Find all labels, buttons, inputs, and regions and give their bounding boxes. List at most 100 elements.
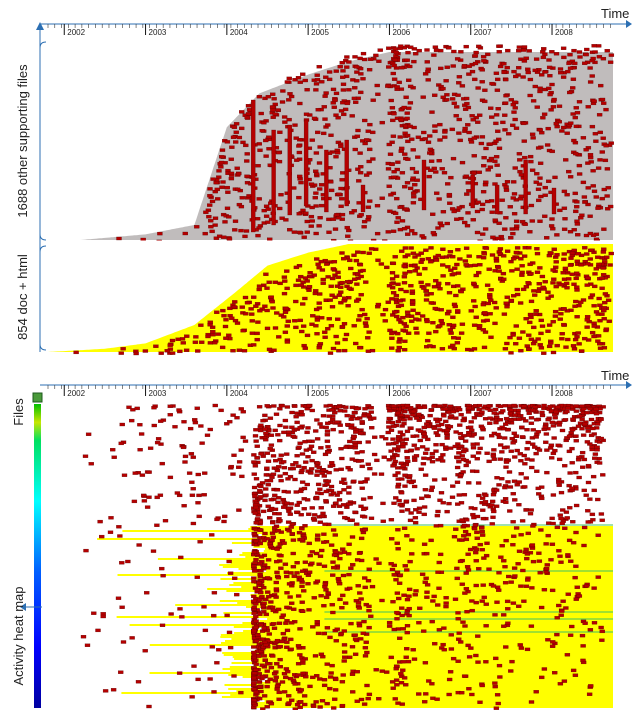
activity-cell	[410, 191, 417, 195]
activity-cell	[433, 449, 439, 453]
activity-cell	[254, 331, 260, 336]
activity-cell	[141, 499, 148, 503]
activity-cell	[456, 75, 463, 79]
activity-cell	[561, 307, 567, 311]
activity-cell	[284, 628, 291, 633]
activity-cell	[581, 195, 588, 199]
activity-cell	[483, 660, 489, 664]
activity-cell	[580, 136, 587, 140]
activity-cell	[542, 425, 548, 429]
activity-cell	[443, 601, 449, 605]
file-lifetime-row	[257, 424, 613, 426]
activity-cell	[230, 472, 236, 476]
activity-cell	[354, 79, 360, 83]
activity-cell	[199, 340, 205, 344]
activity-cell	[389, 286, 396, 290]
activity-cell	[547, 74, 553, 78]
activity-cell	[492, 407, 499, 412]
activity-cell	[395, 216, 401, 220]
activity-cell	[302, 560, 309, 564]
activity-cell	[586, 692, 593, 696]
activity-cell	[251, 611, 257, 615]
activity-cell	[296, 195, 302, 200]
activity-cell	[578, 263, 584, 267]
file-lifetime-row	[246, 482, 613, 484]
activity-cell	[256, 284, 263, 288]
activity-cell	[228, 157, 234, 161]
activity-cell	[403, 655, 409, 659]
activity-cell	[393, 293, 400, 298]
activity-cell	[253, 658, 259, 662]
activity-cell	[244, 159, 250, 163]
activity-cell	[516, 66, 522, 70]
activity-cell	[361, 57, 368, 62]
activity-cell	[591, 621, 598, 625]
activity-cell	[337, 423, 343, 427]
activity-cell	[418, 280, 424, 285]
activity-cell	[498, 234, 504, 239]
activity-cell	[265, 662, 271, 666]
activity-cell	[295, 644, 302, 648]
activity-cell	[473, 550, 479, 555]
activity-cell	[550, 227, 556, 231]
activity-cell	[363, 324, 369, 328]
activity-cell	[390, 291, 397, 295]
activity-cell	[339, 280, 345, 285]
activity-cell	[400, 315, 406, 320]
activity-cell	[525, 531, 531, 536]
activity-cell	[455, 456, 461, 460]
activity-cell	[295, 76, 302, 80]
activity-cell	[394, 314, 400, 319]
activity-cell	[494, 600, 500, 604]
activity-cell	[302, 702, 308, 707]
activity-cell	[547, 92, 553, 97]
axis-tick-label: 2006	[392, 28, 410, 37]
activity-cell	[461, 674, 468, 678]
activity-cell	[282, 310, 289, 314]
activity-cell	[147, 446, 154, 450]
activity-cell	[364, 477, 370, 481]
activity-cell	[283, 306, 289, 311]
activity-cell	[520, 75, 526, 79]
activity-cell	[385, 430, 391, 435]
activity-cell	[354, 522, 360, 526]
activity-cell	[430, 599, 436, 603]
activity-cell	[547, 404, 553, 409]
activity-cell	[407, 124, 413, 129]
activity-cell	[321, 105, 327, 109]
activity-cell	[242, 439, 249, 443]
activity-cell	[254, 217, 261, 221]
activity-cell	[298, 180, 304, 185]
activity-cell	[361, 414, 367, 418]
activity-cell	[282, 471, 289, 476]
activity-cell	[169, 338, 176, 343]
activity-cell	[534, 469, 540, 473]
activity-cell	[412, 516, 419, 520]
file-lifetime-row	[259, 440, 613, 442]
activity-cell	[446, 677, 453, 682]
activity-cell	[210, 177, 216, 181]
activity-cell	[546, 65, 553, 70]
activity-cell	[588, 295, 594, 300]
activity-cell	[595, 166, 602, 170]
activity-cell	[513, 526, 520, 530]
activity-cell	[447, 250, 454, 254]
activity-cell	[427, 134, 433, 138]
activity-cell	[514, 448, 520, 453]
legend-toggle-button[interactable]	[32, 392, 43, 403]
activity-cell	[495, 236, 501, 241]
activity-cell	[471, 136, 478, 140]
activity-cell	[266, 595, 272, 599]
activity-cell	[550, 424, 557, 428]
activity-cell	[195, 501, 201, 505]
activity-cell	[258, 111, 264, 116]
activity-cell	[508, 580, 514, 584]
activity-cell	[322, 94, 328, 98]
activity-cell	[519, 519, 526, 523]
file-lifetime-row	[244, 470, 613, 472]
activity-cell	[290, 565, 297, 569]
activity-cell	[251, 564, 257, 568]
activity-cell	[322, 330, 328, 334]
activity-cell	[428, 292, 434, 296]
file-lifetime-row	[248, 412, 613, 414]
